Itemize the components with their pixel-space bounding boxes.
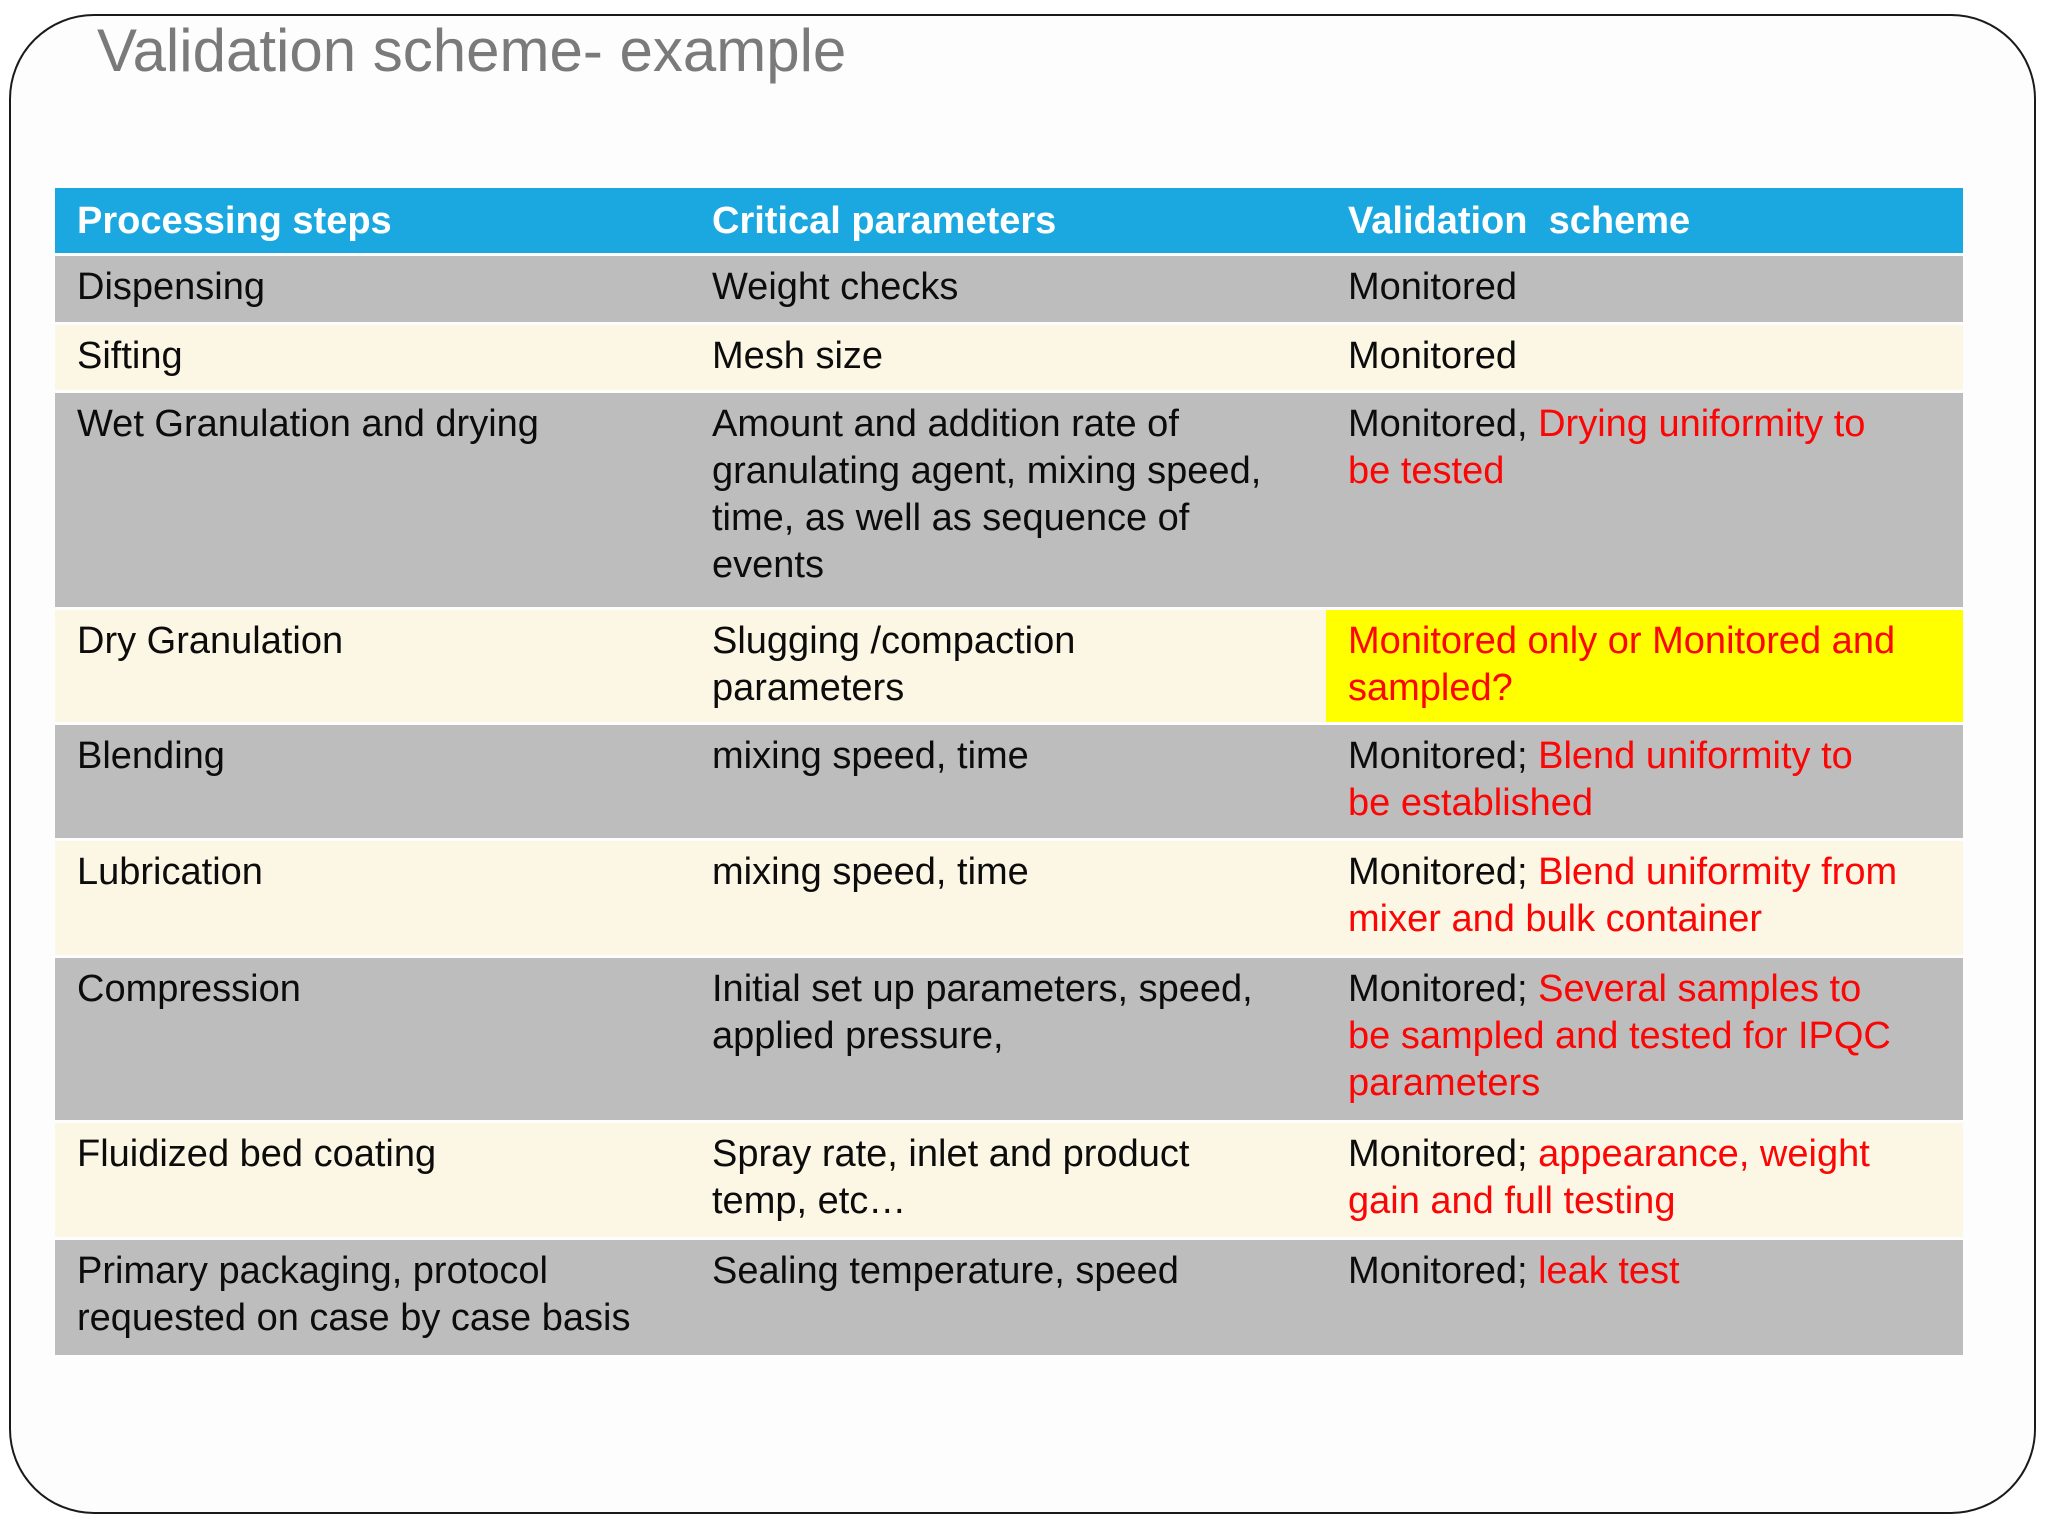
cell-validation: Monitored; Several samples to be sampled… <box>1326 958 1963 1120</box>
cell-step: Dry Granulation <box>55 610 690 722</box>
column-header-processing-steps: Processing steps <box>55 188 690 253</box>
table-row: Wet Granulation and drying Amount and ad… <box>55 393 1963 607</box>
validation-plain-text: Monitored; <box>1348 1133 1539 1175</box>
table-header-row: Processing steps Critical parameters Val… <box>55 188 1963 253</box>
cell-validation: Monitored, Drying uniformity to be teste… <box>1326 393 1963 607</box>
table-row: Fluidized bed coating Spray rate, inlet … <box>55 1123 1963 1237</box>
cell-step: Dispensing <box>55 256 690 322</box>
column-header-validation-scheme: Validation scheme <box>1326 188 1963 253</box>
table-row: Sifting Mesh size Monitored <box>55 325 1963 390</box>
validation-plain-text: Monitored; <box>1348 968 1539 1010</box>
table-row: Compression Initial set up parameters, s… <box>55 958 1963 1120</box>
cell-validation: Monitored; Blend uniformity to be establ… <box>1326 725 1963 838</box>
validation-red-text: Monitored only or Monitored and sampled? <box>1348 620 1896 709</box>
cell-step: Fluidized bed coating <box>55 1123 690 1237</box>
cell-validation: Monitored; Blend uniformity from mixer a… <box>1326 841 1963 955</box>
cell-step: Compression <box>55 958 690 1120</box>
page-title: Validation scheme- example <box>97 17 847 84</box>
validation-plain-text: Monitored; <box>1348 735 1539 777</box>
cell-params: Weight checks <box>690 256 1326 322</box>
cell-step: Wet Granulation and drying <box>55 393 690 607</box>
validation-plain-text: Monitored <box>1348 266 1517 308</box>
validation-red-text: Several samples to be sampled and tested… <box>1348 968 1891 1104</box>
table-row: Primary packaging, protocol requested on… <box>55 1240 1963 1355</box>
cell-validation: Monitored <box>1326 256 1963 322</box>
table-row: Dry Granulation Slugging /compaction par… <box>55 610 1963 722</box>
cell-validation-highlighted: Monitored only or Monitored and sampled? <box>1326 610 1963 722</box>
cell-step: Sifting <box>55 325 690 390</box>
validation-plain-text: Monitored <box>1348 335 1517 377</box>
cell-params: Slugging /compaction parameters <box>690 610 1326 722</box>
cell-step: Blending <box>55 725 690 838</box>
validation-plain-text: Monitored; <box>1348 1250 1539 1292</box>
table-row: Dispensing Weight checks Monitored <box>55 256 1963 322</box>
cell-params: Sealing temperature, speed <box>690 1240 1326 1355</box>
cell-params: Mesh size <box>690 325 1326 390</box>
cell-params: Initial set up parameters, speed, applie… <box>690 958 1326 1120</box>
cell-validation: Monitored; leak test <box>1326 1240 1963 1355</box>
table-row: Blending mixing speed, time Monitored; B… <box>55 725 1963 838</box>
validation-red-text: leak test <box>1538 1250 1680 1292</box>
cell-validation: Monitored <box>1326 325 1963 390</box>
validation-plain-text: Monitored, <box>1348 403 1539 445</box>
column-header-critical-parameters: Critical parameters <box>690 188 1326 253</box>
validation-scheme-table: Processing steps Critical parameters Val… <box>55 185 1963 1358</box>
cell-step: Lubrication <box>55 841 690 955</box>
validation-red-text: appearance, weight gain and full testing <box>1348 1133 1870 1222</box>
validation-plain-text: Monitored; <box>1348 851 1539 893</box>
cell-params: Amount and addition rate of granulating … <box>690 393 1326 607</box>
cell-params: Spray rate, inlet and product temp, etc… <box>690 1123 1326 1237</box>
validation-red-text: Drying uniformity to be tested <box>1348 403 1866 492</box>
table-row: Lubrication mixing speed, time Monitored… <box>55 841 1963 955</box>
cell-params: mixing speed, time <box>690 725 1326 838</box>
cell-validation: Monitored; appearance, weight gain and f… <box>1326 1123 1963 1237</box>
cell-step: Primary packaging, protocol requested on… <box>55 1240 690 1355</box>
validation-red-text: Blend uniformity to be established <box>1348 735 1853 824</box>
validation-red-text: Blend uniformity from mixer and bulk con… <box>1348 851 1898 940</box>
cell-params: mixing speed, time <box>690 841 1326 955</box>
